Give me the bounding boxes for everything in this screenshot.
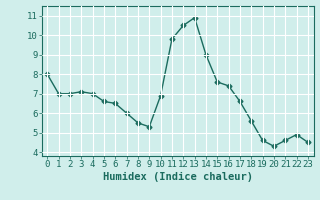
X-axis label: Humidex (Indice chaleur): Humidex (Indice chaleur) xyxy=(103,172,252,182)
